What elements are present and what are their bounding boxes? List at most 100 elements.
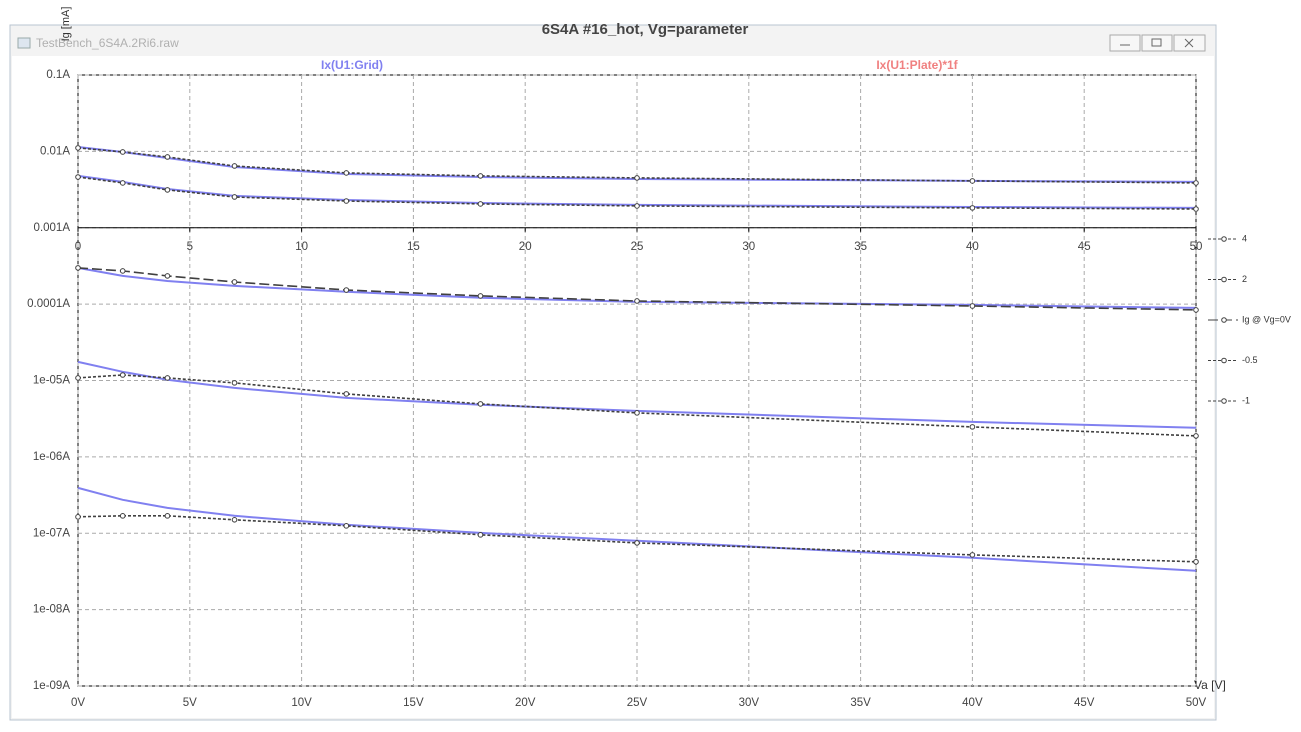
legend-marker xyxy=(1221,236,1227,242)
model-marker xyxy=(231,194,238,200)
model-marker xyxy=(969,205,976,211)
y-tick-label: 0.01A xyxy=(40,145,70,157)
model-marker xyxy=(231,279,238,285)
y-axis-label: Ig [mA] xyxy=(60,7,72,42)
legend-marker xyxy=(1221,398,1227,404)
model-marker xyxy=(1193,558,1199,565)
trace-label: Ix(U1:Plate)*1f xyxy=(876,58,958,72)
legend-label: -0.5 xyxy=(1242,355,1258,365)
overlay-x-tick-label: 50 xyxy=(1190,241,1203,253)
chart-title: 6S4A #16_hot, Vg=parameter xyxy=(542,21,749,38)
model-marker xyxy=(634,540,640,546)
legend-label: 2 xyxy=(1242,274,1247,284)
legend-label: Ig @ Vg=0V xyxy=(1242,314,1291,324)
model-marker xyxy=(164,154,171,160)
x-tick-label: 25V xyxy=(627,697,648,709)
overlay-x-tick-label: 30 xyxy=(742,241,755,253)
window-icon xyxy=(17,37,31,49)
close-icon xyxy=(1184,38,1194,48)
y-tick-label: 1e-07A xyxy=(33,527,70,539)
overlay-x-tick-label: 15 xyxy=(407,241,420,253)
overlay-x-tick-label: 35 xyxy=(854,241,867,253)
x-tick-label: 35V xyxy=(850,697,871,709)
model-marker xyxy=(75,145,81,151)
model-marker xyxy=(477,532,484,538)
model-marker xyxy=(75,265,81,271)
overlay-x-tick-label: 0 xyxy=(75,241,81,253)
legend-marker xyxy=(1221,276,1227,283)
overlay-x-tick-label: 45 xyxy=(1078,241,1091,253)
model-marker xyxy=(119,180,126,186)
y-tick-label: 0.0001A xyxy=(27,298,70,310)
model-marker xyxy=(634,175,640,181)
model-marker xyxy=(164,375,171,381)
x-tick-label: 5V xyxy=(183,697,197,709)
model-marker xyxy=(164,513,171,519)
model-marker xyxy=(1193,180,1199,186)
model-marker xyxy=(634,203,640,209)
y-tick-label: 1e-06A xyxy=(33,451,70,463)
legend-label: 4 xyxy=(1242,233,1247,243)
model-marker xyxy=(164,187,171,193)
y-tick-label: 1e-09A xyxy=(33,680,70,692)
plot: 0V 5V 10V 15V 20V 25V 30V 35V 40V 45V 50V 0.1A 0.01A… xyxy=(27,69,1206,709)
y-tick-label: 0.001A xyxy=(34,222,71,234)
model-marker xyxy=(477,293,484,299)
overlay-x-tick-label: 5 xyxy=(187,241,193,253)
model-marker xyxy=(343,198,350,204)
x-tick-label: 0V xyxy=(71,697,85,709)
model-marker xyxy=(1193,206,1199,212)
model-marker xyxy=(343,523,350,529)
minimize-button[interactable] xyxy=(1109,34,1141,52)
model-marker xyxy=(634,410,640,416)
model-marker xyxy=(119,149,126,155)
x-tick-label: 10V xyxy=(291,697,312,709)
model-marker xyxy=(343,391,350,397)
model-marker xyxy=(75,174,81,180)
model-marker xyxy=(119,372,126,378)
overlay-x-tick-label: 40 xyxy=(966,241,979,253)
model-marker xyxy=(164,273,171,279)
model-marker xyxy=(969,424,976,430)
legend-label: -1 xyxy=(1242,395,1250,405)
grid-current-line xyxy=(77,360,1197,429)
model-marker xyxy=(969,178,976,184)
model-marker xyxy=(1193,433,1199,439)
model-marker xyxy=(343,287,350,293)
model-marker xyxy=(231,517,238,523)
model-marker xyxy=(634,298,640,304)
x-tick-label: 40V xyxy=(962,697,983,709)
overlay-x-tick-label: 20 xyxy=(519,241,532,253)
model-marker xyxy=(119,513,126,519)
y-tick-label: 0.1A xyxy=(46,69,70,81)
model-marker xyxy=(343,170,350,176)
model-marker xyxy=(231,380,238,386)
window-title: TestBench_6S4A.2Ri6.raw xyxy=(36,36,179,50)
model-marker xyxy=(969,552,976,558)
overlay-x-tick-label: 25 xyxy=(631,241,644,253)
x-tick-label: 15V xyxy=(403,697,424,709)
model-marker xyxy=(1193,307,1199,313)
trace-label: Ix(U1:Grid) xyxy=(321,58,383,72)
model-marker xyxy=(477,201,484,207)
x-tick-label: 50V xyxy=(1186,697,1207,709)
y-tick-label: 1e-08A xyxy=(33,604,70,616)
x-axis-label: Va [V] xyxy=(1194,678,1226,692)
x-tick-label: 30V xyxy=(739,697,760,709)
restore-button[interactable] xyxy=(1141,34,1173,52)
model-marker xyxy=(75,375,81,381)
model-line xyxy=(77,176,1197,210)
restore-icon xyxy=(1151,38,1162,47)
x-tick-label: 45V xyxy=(1074,697,1095,709)
legend-marker xyxy=(1221,357,1227,364)
model-marker xyxy=(119,268,126,274)
model-marker xyxy=(477,173,484,179)
x-tick-label: 20V xyxy=(515,697,536,709)
model-marker xyxy=(231,163,238,169)
model-marker xyxy=(969,303,976,309)
y-tick-label: 1e-05A xyxy=(33,375,70,387)
model-marker xyxy=(477,401,484,407)
legend-marker xyxy=(1221,317,1227,323)
